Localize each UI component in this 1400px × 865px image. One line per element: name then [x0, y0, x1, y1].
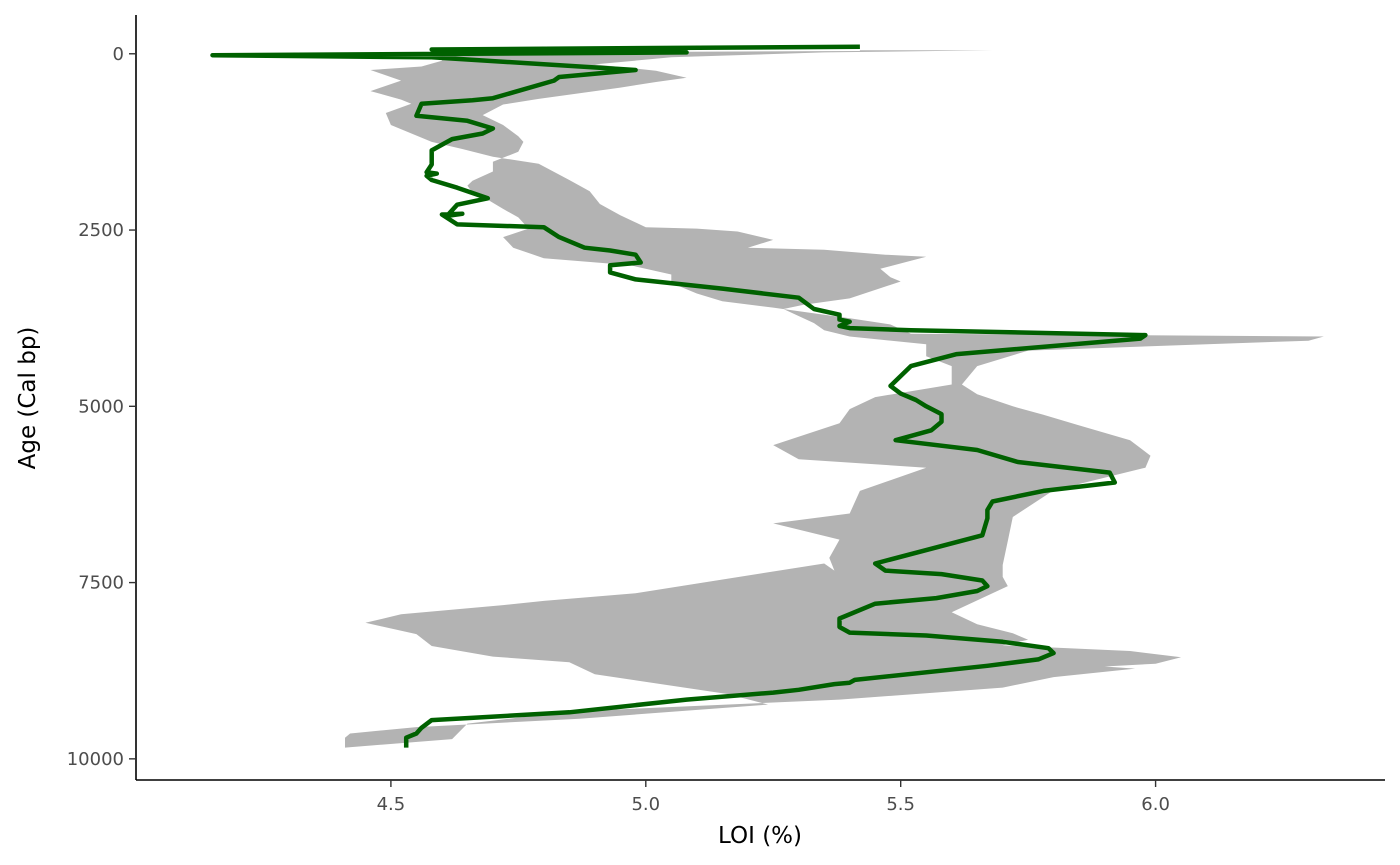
- axes-layer: [135, 15, 1385, 781]
- y-ticks: 0 2500 5000 7500 10000: [67, 44, 136, 770]
- y-tick-label: 7500: [78, 573, 124, 594]
- mean-line-layer: [210, 44, 1148, 748]
- x-tick-label: 5.5: [886, 794, 915, 815]
- x-tick-label: 4.5: [377, 794, 406, 815]
- y-axis-title: Age (Cal bp): [15, 327, 41, 470]
- y-tick-label: 0: [113, 44, 124, 65]
- x-axis-title: LOI (%): [718, 823, 802, 849]
- x-ticks: 4.5 5.0 5.5 6.0: [377, 780, 1170, 815]
- y-tick-label: 5000: [78, 396, 124, 417]
- y-tick-label: 2500: [78, 220, 124, 241]
- mean-loi-line: [210, 44, 1148, 748]
- y-tick-label: 10000: [67, 749, 124, 770]
- confidence-band: [345, 50, 1324, 748]
- x-tick-label: 5.0: [631, 794, 660, 815]
- x-tick-label: 6.0: [1141, 794, 1170, 815]
- confidence-band-layer: [345, 50, 1324, 748]
